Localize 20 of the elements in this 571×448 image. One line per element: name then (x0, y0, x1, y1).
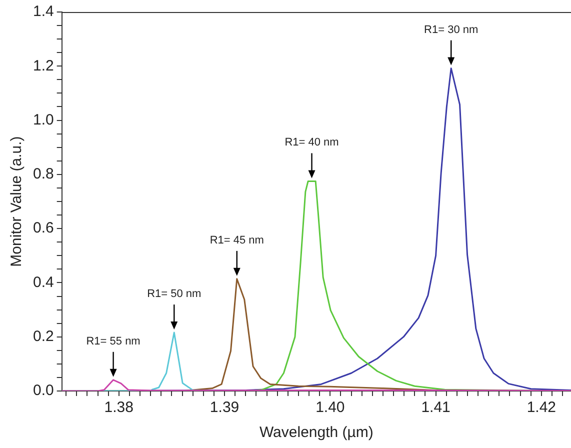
x-tick-label: 1.40 (316, 399, 345, 416)
x-tick-label: 1.39 (210, 399, 240, 416)
y-tick-label: 1.0 (32, 111, 54, 128)
y-tick-label: 0.4 (32, 274, 54, 291)
y-tick-label: 1.2 (32, 57, 54, 74)
annotation: R1= 40 nm (284, 136, 339, 149)
y-tick-label: 0.0 (32, 382, 54, 400)
x-axis-title: Wavelength (µm) (259, 424, 374, 442)
x-tick-label: 1.41 (421, 399, 450, 416)
y-axis-title: Monitor Value (a.u.) (8, 136, 26, 267)
annotation: R1= 55 nm (86, 335, 140, 348)
annotation: R1= 30 nm (424, 24, 478, 36)
x-tick-label: 1.42 (526, 399, 556, 416)
y-tick-label: 1.4 (32, 3, 54, 20)
x-tick-label: 1.38 (104, 399, 134, 416)
annotation: R1= 45 nm (210, 234, 264, 246)
y-tick-label: 0.6 (32, 220, 54, 237)
y-tick-label: 0.2 (32, 328, 54, 345)
annotation: R1= 50 nm (147, 288, 202, 300)
y-tick-label: 0.8 (32, 166, 54, 183)
